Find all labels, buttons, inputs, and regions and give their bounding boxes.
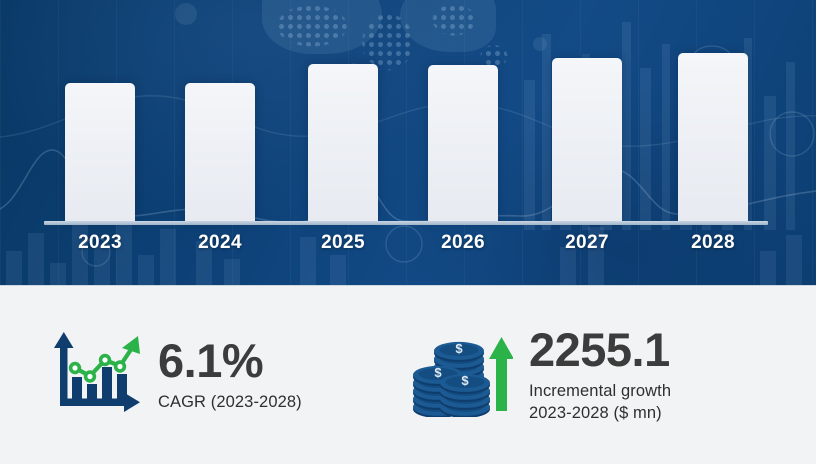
incremental-growth-label: Incremental growth 2023-2028 ($ mn) bbox=[529, 382, 672, 422]
x-axis-label-2027: 2027 bbox=[565, 232, 609, 253]
svg-text:$: $ bbox=[461, 373, 469, 388]
cagr-value: 6.1% bbox=[158, 334, 264, 388]
bar-chart-plot: 2023 2024 2025 2026 2027 2028 bbox=[44, 53, 768, 253]
incremental-growth-value: 2255.1 bbox=[529, 323, 670, 377]
statistics-panel: 6.1% CAGR (2023-2028) bbox=[0, 285, 816, 464]
x-axis-label-2026: 2026 bbox=[441, 232, 485, 253]
bar-2024 bbox=[185, 83, 255, 223]
svg-text:$: $ bbox=[434, 365, 442, 380]
chart-baseline-axis bbox=[44, 221, 768, 225]
growth-chart-icon bbox=[46, 330, 142, 421]
stat-cagr-text: 6.1% CAGR (2023-2028) bbox=[158, 337, 302, 414]
forecast-chart-panel: 2023 2024 2025 2026 2027 2028 bbox=[0, 0, 816, 285]
bar-2025 bbox=[308, 64, 378, 223]
x-axis-label-2028: 2028 bbox=[691, 232, 735, 253]
background-ghost-bar-chart bbox=[0, 193, 816, 285]
x-axis-label-2023: 2023 bbox=[78, 232, 122, 253]
bar-2028 bbox=[678, 53, 748, 223]
coin-stack-arrow-icon: $ $ $ bbox=[413, 329, 514, 422]
bar-2027 bbox=[552, 58, 622, 223]
bar-2023 bbox=[65, 83, 135, 223]
stat-cagr: 6.1% CAGR (2023-2028) bbox=[46, 286, 302, 464]
x-axis-label-2025: 2025 bbox=[321, 232, 365, 253]
stat-incremental-growth: $ $ $ bbox=[413, 286, 671, 464]
x-axis-label-2024: 2024 bbox=[198, 232, 242, 253]
stat-incremental-growth-text: 2255.1 Incremental growth 2023-2028 ($ m… bbox=[529, 326, 671, 425]
cagr-label: CAGR (2023-2028) bbox=[158, 393, 302, 411]
svg-text:$: $ bbox=[455, 341, 463, 356]
bar-2026 bbox=[428, 65, 498, 223]
